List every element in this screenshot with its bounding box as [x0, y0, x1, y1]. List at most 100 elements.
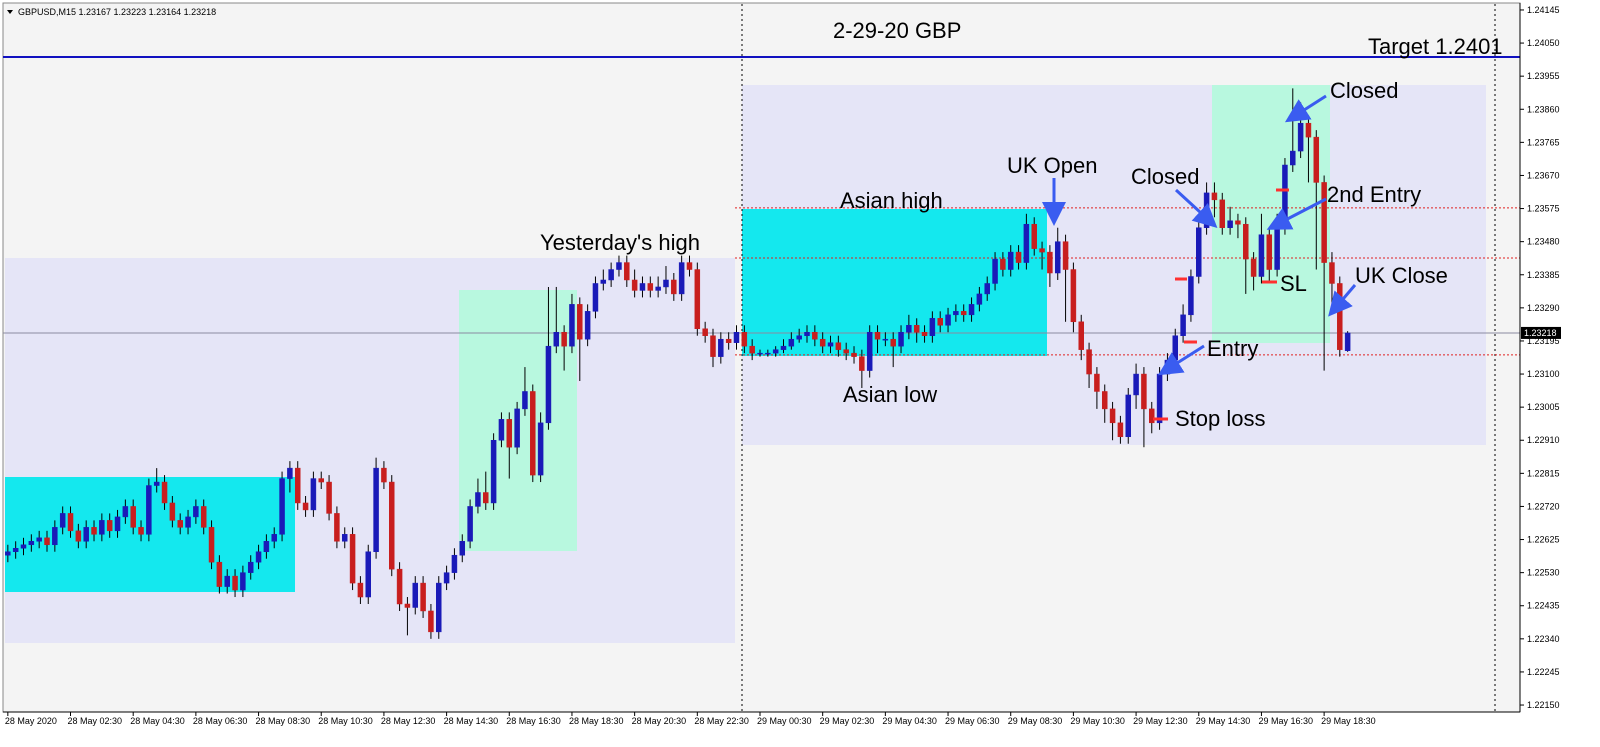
candle-body	[341, 534, 348, 542]
candle-body	[772, 349, 779, 354]
x-tick-label: 28 May 22:30	[694, 716, 749, 726]
candle-body	[514, 408, 520, 448]
candle-body	[1023, 223, 1030, 263]
x-tick-label: 28 May 18:30	[569, 716, 624, 726]
candle-body	[451, 554, 458, 573]
candle-body	[1329, 262, 1335, 284]
x-tick-label: 28 May 14:30	[444, 716, 499, 726]
candle-body	[1070, 269, 1077, 323]
candle-body	[1235, 220, 1241, 225]
candle-body	[294, 467, 301, 504]
menu-icon[interactable]	[7, 10, 13, 14]
y-tick-label: 1.23575	[1527, 204, 1560, 214]
candle-body	[279, 478, 285, 535]
y-tick-label: 1.23670	[1527, 170, 1560, 180]
candle-body	[1297, 122, 1304, 152]
candle-body	[177, 520, 183, 528]
candle-body	[600, 279, 607, 284]
candle-body	[584, 311, 591, 340]
candle-body	[1156, 373, 1163, 424]
y-tick-label: 1.23480	[1527, 237, 1560, 247]
candle-body	[193, 506, 199, 518]
candle-body	[240, 572, 246, 591]
y-tick-label: 1.24050	[1527, 38, 1560, 48]
y-tick-label: 1.22910	[1527, 435, 1560, 445]
annotation: Target 1.2401	[1368, 34, 1503, 59]
candle-body	[349, 534, 356, 584]
candle-body	[1086, 349, 1092, 375]
candle-body	[498, 419, 505, 441]
candle-body	[953, 311, 959, 316]
candle-body	[475, 492, 481, 507]
candle-body	[247, 561, 254, 573]
x-tick-label: 28 May 08:30	[256, 716, 311, 726]
candle-body	[1172, 335, 1179, 361]
candle-body	[59, 513, 66, 528]
candle-body	[647, 283, 654, 291]
candle-body	[302, 502, 309, 511]
candle-body	[396, 568, 403, 605]
candle-body	[616, 262, 622, 270]
candle-body	[866, 331, 873, 371]
annotation: Entry	[1207, 336, 1258, 361]
candle-body	[138, 527, 144, 535]
candle-body	[506, 419, 513, 448]
candle-body	[389, 481, 395, 570]
candle-body	[522, 391, 528, 410]
arrow	[1266, 197, 1327, 230]
candle-body	[1047, 251, 1053, 274]
candle-body	[271, 534, 277, 542]
annotation: Stop loss	[1175, 406, 1266, 431]
x-tick-label: 29 May 18:30	[1321, 716, 1376, 726]
candle-body	[671, 279, 677, 295]
x-tick-label: 29 May 02:30	[820, 716, 875, 726]
candle-body	[1321, 182, 1327, 263]
y-tick-label: 1.23005	[1527, 402, 1560, 412]
candle-body	[106, 520, 113, 532]
candle-body	[1094, 373, 1100, 392]
candle-body	[36, 537, 42, 542]
candle-body	[208, 527, 215, 563]
candle-body	[232, 575, 238, 591]
candle-body	[28, 541, 35, 546]
candle-body	[1188, 276, 1194, 316]
arrow	[1174, 188, 1218, 229]
candle-body	[992, 258, 998, 284]
x-tick-label: 29 May 00:30	[757, 716, 812, 726]
candle-body	[75, 530, 82, 542]
candle-body	[459, 541, 466, 556]
candle-body	[114, 516, 121, 532]
candle-body	[99, 520, 105, 535]
candle-body	[310, 478, 317, 511]
candle-body	[5, 551, 11, 556]
x-tick-label: 29 May 08:30	[1008, 716, 1063, 726]
x-tick-label: 28 May 10:30	[318, 716, 373, 726]
candle-body	[1015, 251, 1022, 263]
candle-body	[263, 541, 270, 552]
candle-body	[1344, 332, 1351, 351]
candle-body	[851, 352, 857, 357]
candle-body	[945, 314, 951, 326]
y-tick-label: 1.23385	[1527, 270, 1560, 280]
candle-body	[1109, 408, 1116, 424]
candle-body	[780, 345, 787, 350]
candle-body	[561, 331, 567, 347]
candle-body	[694, 269, 701, 330]
candle-body	[1125, 394, 1131, 438]
y-tick-label: 1.23955	[1527, 71, 1560, 81]
candle-body	[1007, 251, 1014, 270]
candle-body	[146, 485, 152, 535]
candle-body	[1290, 150, 1296, 166]
candle-body	[1101, 391, 1108, 410]
candle-body	[1031, 223, 1037, 249]
candle-body	[153, 481, 160, 486]
candle-body	[921, 331, 928, 336]
candle-body	[592, 283, 599, 312]
candle-body	[843, 349, 849, 354]
candle-body	[1133, 373, 1139, 396]
y-tick-label: 1.23765	[1527, 137, 1560, 147]
candle-body	[318, 478, 324, 483]
candle-body	[929, 318, 936, 336]
candle-body	[185, 516, 191, 528]
session-box	[742, 209, 1047, 356]
